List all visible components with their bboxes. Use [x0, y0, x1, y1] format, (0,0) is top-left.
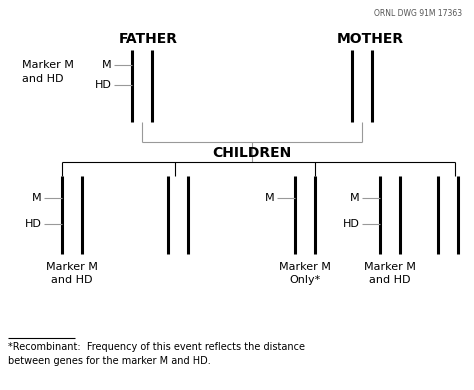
Text: HD: HD [25, 219, 42, 229]
Text: M: M [265, 193, 275, 203]
Text: Marker M
and HD: Marker M and HD [364, 262, 416, 285]
Text: ORNL DWG 91M 17363: ORNL DWG 91M 17363 [374, 9, 462, 18]
Text: M: M [32, 193, 42, 203]
Text: CHILDREN: CHILDREN [212, 146, 292, 160]
Text: MOTHER: MOTHER [337, 32, 403, 46]
Text: Marker M
Only*: Marker M Only* [279, 262, 331, 285]
Text: M: M [350, 193, 360, 203]
Text: Marker M
and HD: Marker M and HD [46, 262, 98, 285]
Text: HD: HD [343, 219, 360, 229]
Text: Marker M
and HD: Marker M and HD [22, 60, 74, 83]
Text: HD: HD [95, 80, 112, 90]
Text: *Recombinant:  Frequency of this event reflects the distance
between genes for t: *Recombinant: Frequency of this event re… [8, 342, 305, 366]
Text: FATHER: FATHER [118, 32, 177, 46]
Text: M: M [102, 60, 112, 70]
